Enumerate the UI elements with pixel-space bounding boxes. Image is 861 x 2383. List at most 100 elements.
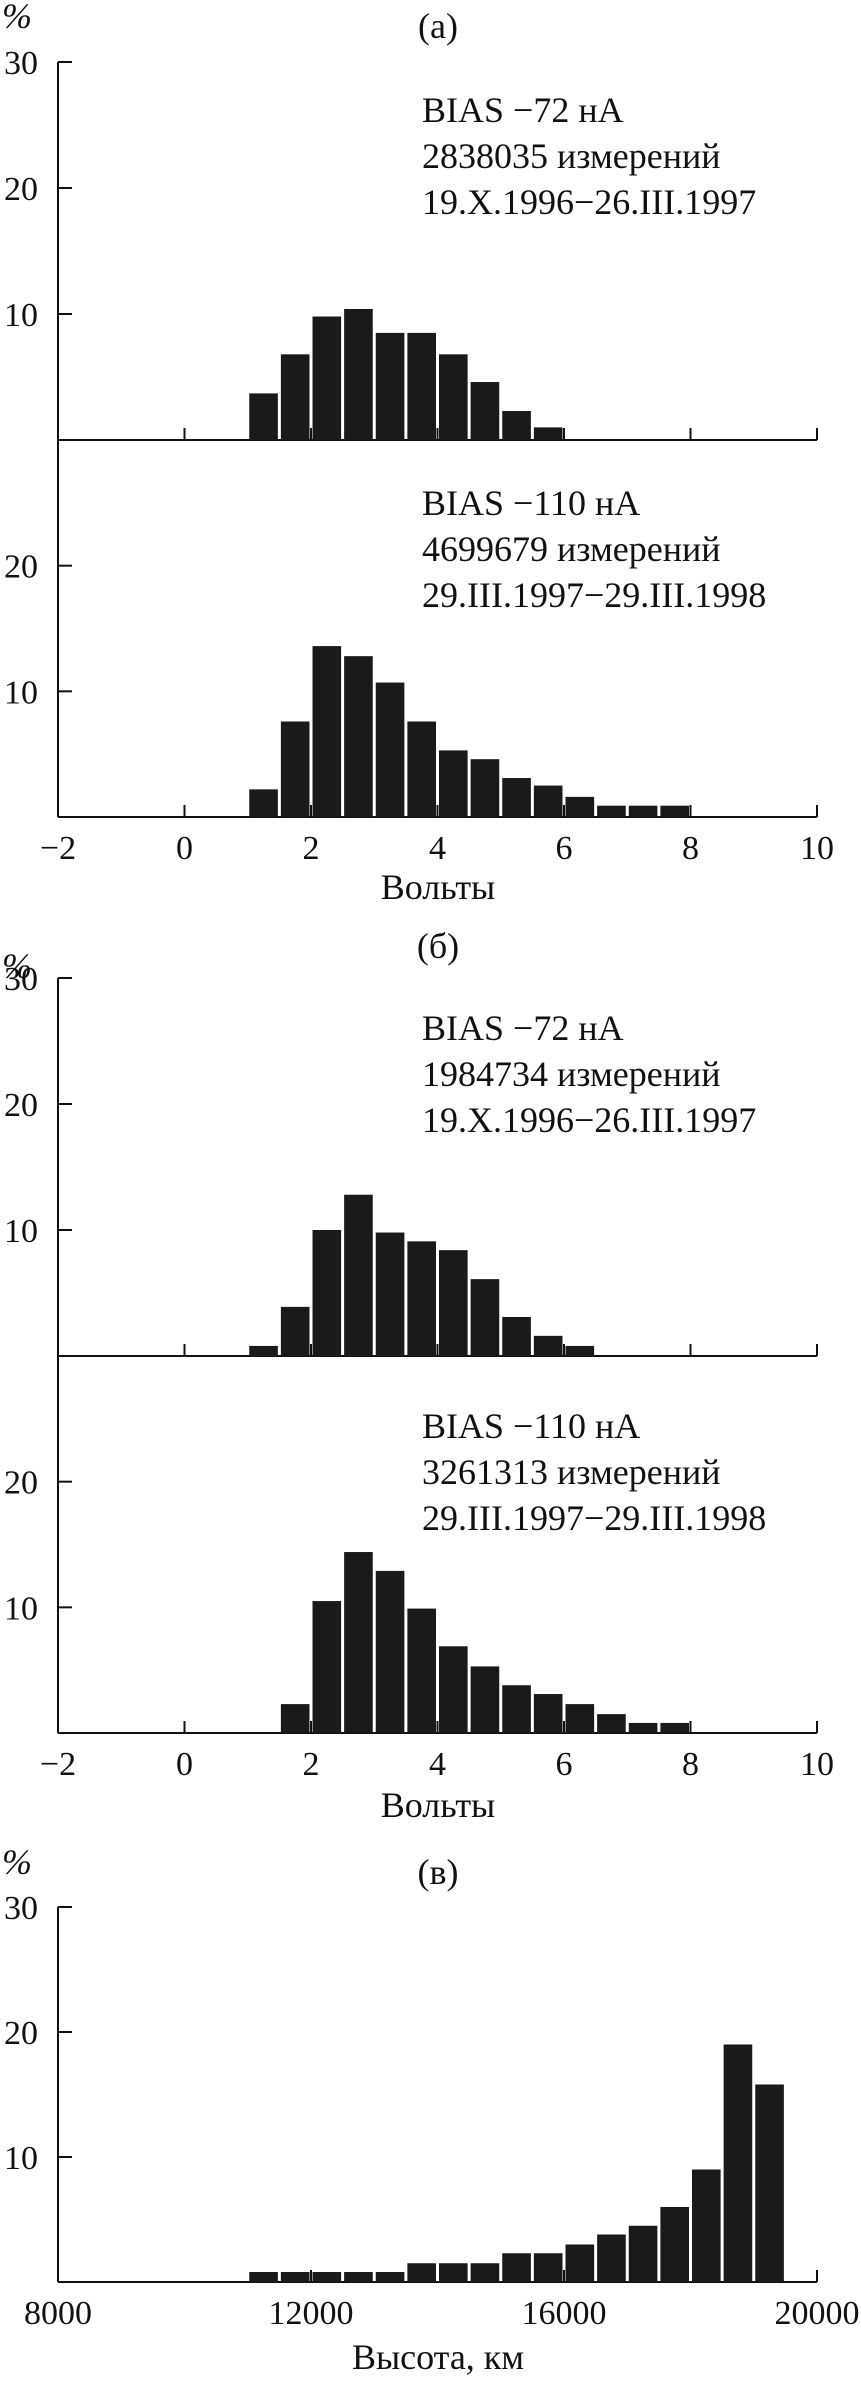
annotation-line: BIAS −72 нА (422, 90, 624, 130)
histogram-bar (565, 1704, 595, 1733)
x-tick-label: 0 (176, 1746, 193, 1783)
histogram-bar (280, 1306, 310, 1356)
histogram-bar (565, 796, 595, 817)
panel-label: (a) (418, 6, 458, 46)
histogram-bar (565, 1345, 595, 1356)
histogram-bar (375, 1232, 405, 1356)
histogram-bar (375, 1570, 405, 1733)
histogram-bar (439, 1250, 468, 1356)
histogram-bar (470, 2263, 500, 2282)
y-tick-label: 20 (4, 1087, 38, 1124)
histogram-bar (312, 1230, 342, 1356)
histogram-bar (407, 2263, 436, 2282)
y-tick-label: 20 (4, 171, 38, 208)
panel-label: (б) (417, 926, 459, 966)
subplot-c-single: 10 20 30 8000 12000 16000 20000 (в)% Высота, км (2, 1842, 860, 2377)
histogram-bar (660, 2207, 689, 2282)
x-axis-title: Высота, км (352, 2337, 524, 2377)
histogram-bar (502, 411, 531, 440)
histogram-bar (312, 316, 342, 440)
x-tick-label: 2 (303, 830, 320, 867)
histogram-bar (280, 354, 310, 440)
x-tick-label: 8 (682, 830, 699, 867)
annotation-line: BIAS −110 нА (422, 1406, 640, 1446)
histogram-bar (660, 805, 689, 817)
y-tick-label: 30 (4, 1890, 38, 1927)
histogram-bar (344, 308, 373, 440)
histogram-bar (407, 332, 436, 440)
annotation-line: 2838035 измерений (422, 136, 721, 176)
histogram-bar (280, 2272, 310, 2282)
histogram-bar (280, 721, 310, 817)
histogram-bar (249, 393, 278, 440)
histogram-bar (533, 1694, 563, 1733)
histogram-bar (533, 2253, 563, 2282)
annotation-line: 3261313 измерений (422, 1452, 721, 1492)
subplot-a-upper: 10 20 30 (a)% BIAS −72 нА 2838035 измерений 19… (2, 0, 818, 441)
histogram-bar (407, 1241, 436, 1356)
histogram-bar (692, 2169, 721, 2282)
histogram-bar (407, 721, 436, 817)
x-tick-label: 20000 (775, 2295, 860, 2332)
y-unit-label: % (2, 0, 32, 36)
histogram-bar (533, 427, 563, 440)
subplot-b-lower: 10 20 −2 0 2 4 6 8 10 BIAS −110 нА 3261313 измерен… (4, 1356, 834, 1825)
histogram-bar (375, 682, 405, 817)
x-tick-label: 2 (303, 1746, 320, 1783)
annotation-line: 29.III.1997−29.III.1998 (422, 575, 766, 615)
y-tick-label: 20 (4, 1465, 38, 1502)
x-tick-label: 12000 (269, 2295, 354, 2332)
histogram-bar (249, 789, 278, 817)
x-tick-label: 10 (800, 830, 834, 867)
annotation-line: 29.III.1997−29.III.1998 (422, 1498, 766, 1538)
histogram-bar (502, 1316, 531, 1356)
panel-label: (в) (418, 1852, 459, 1892)
y-tick-label: 30 (4, 961, 38, 998)
histogram-bar (565, 2244, 595, 2282)
x-tick-label: 4 (429, 830, 446, 867)
histogram-bar (344, 656, 373, 817)
histogram-bar (597, 2234, 626, 2282)
histogram-bar (628, 805, 658, 817)
histogram-bar (502, 2253, 531, 2282)
histogram-bar (439, 354, 468, 440)
histogram-bar (660, 1722, 689, 1733)
x-tick-label: 10 (800, 1746, 834, 1783)
y-tick-label: 20 (4, 2015, 38, 2052)
histogram-bar (470, 1279, 500, 1356)
histogram-bar (312, 646, 342, 817)
histogram-bar (249, 1345, 278, 1356)
x-tick-label: 8000 (24, 2295, 92, 2332)
annotation-line: BIAS −72 нА (422, 1008, 624, 1048)
histogram-bar (439, 750, 468, 817)
y-tick-label: 10 (4, 2140, 38, 2177)
x-tick-label: 6 (556, 1746, 573, 1783)
histogram-bar (470, 759, 500, 817)
y-tick-label: 10 (4, 1213, 38, 1250)
histogram-bar (407, 1608, 436, 1733)
subplot-a-lower: 10 20 −2 0 2 4 6 8 10 BIAS −110 нА 4699679 измерен… (4, 440, 834, 907)
histogram-bar (628, 1722, 658, 1733)
x-tick-label: 6 (556, 830, 573, 867)
annotation-line: 19.X.1996−26.III.1997 (422, 1100, 756, 1140)
histogram-bar (249, 2272, 278, 2282)
histogram-bar (375, 332, 405, 440)
annotation-line: 19.X.1996−26.III.1997 (422, 182, 756, 222)
x-tick-label: −2 (40, 830, 76, 867)
y-tick-label: 20 (4, 549, 38, 586)
y-unit-label: % (2, 946, 32, 986)
histogram-bar (344, 1194, 373, 1356)
histogram-bar (344, 1552, 373, 1733)
histogram-bar (533, 1335, 563, 1356)
histogram-bar (533, 785, 563, 817)
histogram-bar (502, 1685, 531, 1733)
y-unit-label: % (2, 1842, 32, 1882)
y-tick-label: 10 (4, 297, 38, 334)
histogram-bar (312, 1601, 342, 1733)
y-tick-label: 10 (4, 674, 38, 711)
x-tick-label: 8 (682, 1746, 699, 1783)
x-axis-title: Вольты (381, 1785, 495, 1825)
histogram-bar (502, 778, 531, 817)
x-axis-title: Вольты (381, 867, 495, 907)
